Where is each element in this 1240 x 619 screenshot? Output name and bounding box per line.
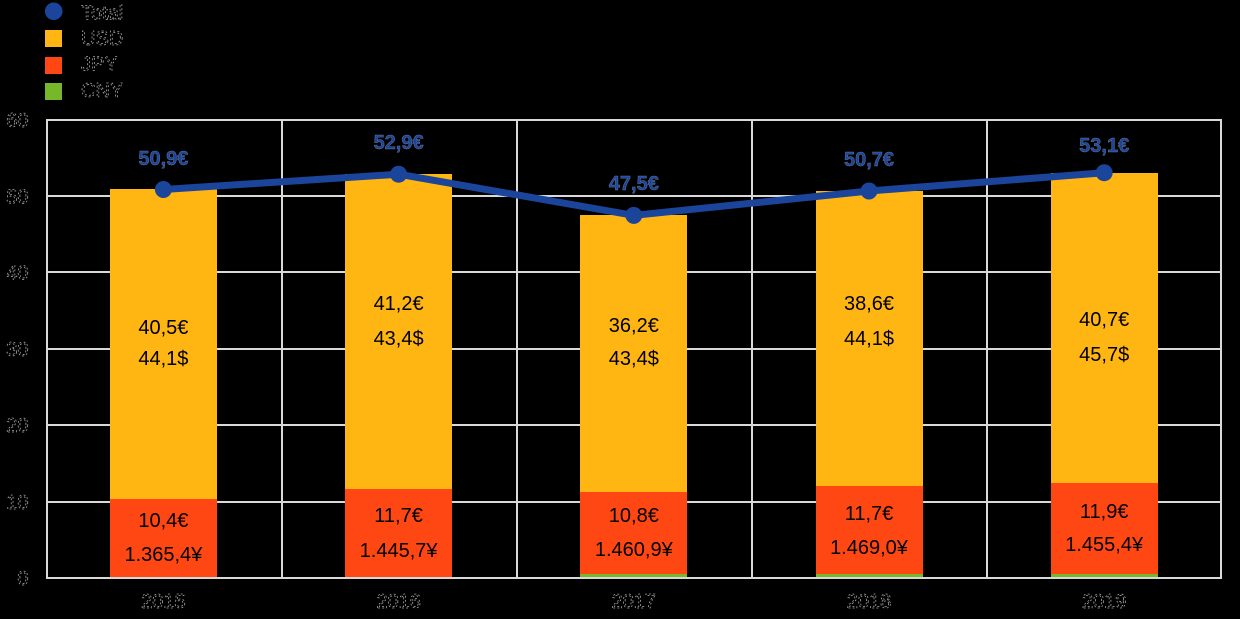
svg-text:30: 30 [6,339,28,361]
svg-text:2017: 2017 [612,591,657,613]
svg-text:40: 40 [6,262,28,284]
svg-text:JPY: JPY [81,54,118,76]
svg-text:CNY: CNY [81,80,123,102]
svg-text:50: 50 [6,186,28,208]
svg-text:60: 60 [6,110,28,132]
svg-text:10: 10 [6,492,28,514]
svg-text:2019: 2019 [1082,591,1127,613]
svg-text:Total: Total [81,3,123,25]
svg-text:2018: 2018 [847,591,892,613]
svg-text:2015: 2015 [141,591,186,613]
svg-text:2016: 2016 [376,591,421,613]
svg-text:0: 0 [17,568,28,590]
svg-text:USD: USD [81,28,123,50]
svg-text:20: 20 [6,415,28,437]
